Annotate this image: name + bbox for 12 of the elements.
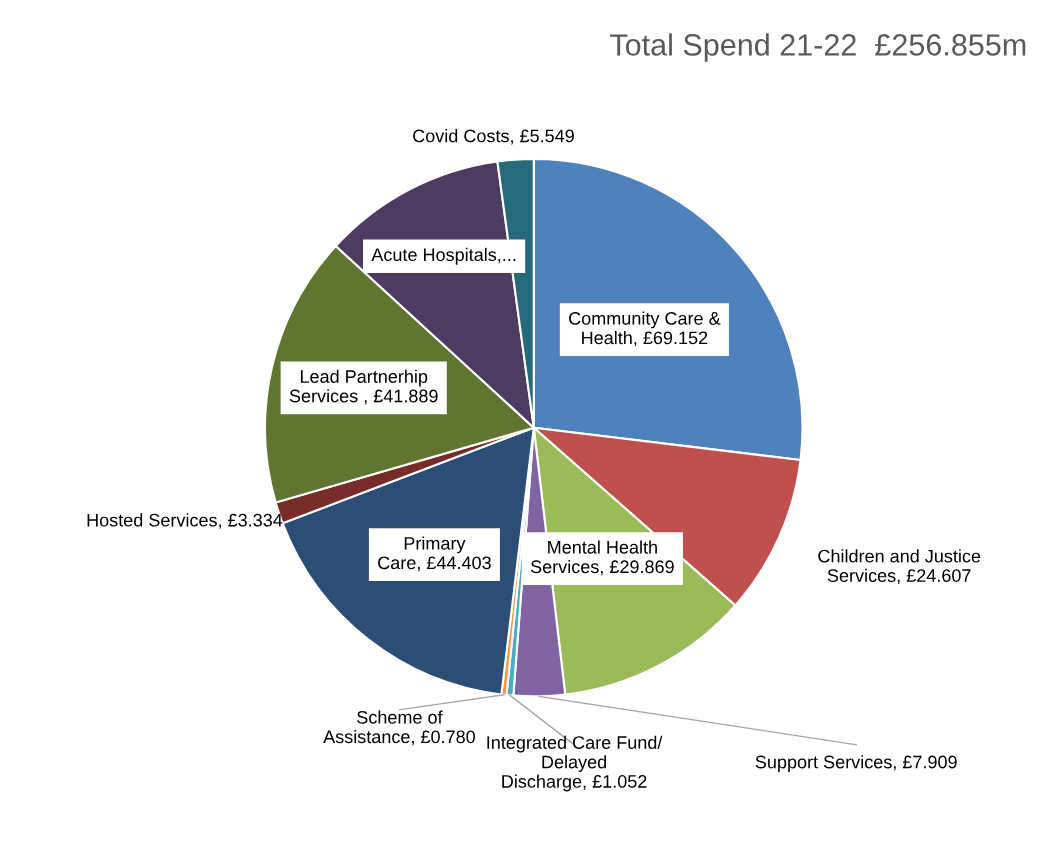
slice-label: Covid Costs, £5.549 (413, 129, 574, 145)
slice-label: Primary Care, £44.403 (378, 536, 491, 572)
slice-label: Scheme of Assistance, £0.780 (323, 710, 475, 746)
chart-title: Total Spend 21-22 £256.855m (610, 33, 1026, 62)
slice-label: Hosted Services, £3.334 (87, 513, 283, 529)
slice-label: Children and Justice Services, £24.607 (818, 549, 981, 585)
slice-label: Lead Partnerhip Services , £41.889 (289, 369, 438, 405)
slice-label: Support Services, £7.909 (755, 755, 957, 772)
slice-label: Acute Hospitals,... (371, 247, 516, 265)
slice-label: Community Care & Health, £69.152 (569, 311, 721, 347)
slice-label: Integrated Care Fund/ Delayed Discharge, £1.052 (487, 735, 663, 792)
slice-label: Mental Health Services, £29.869 (530, 540, 674, 576)
